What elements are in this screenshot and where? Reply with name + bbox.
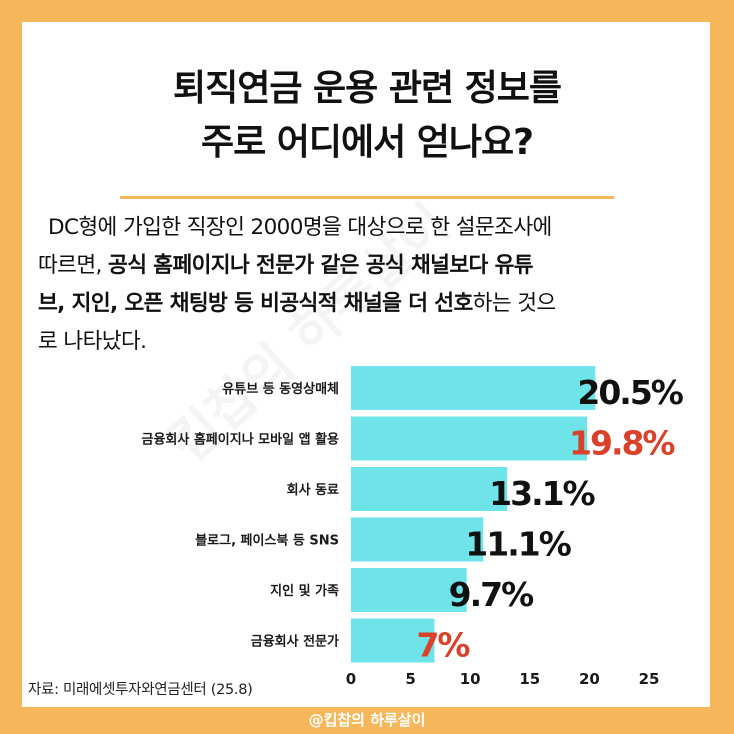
bar bbox=[351, 517, 484, 562]
category-label: 유튜브 등 동영상매체 bbox=[222, 382, 339, 397]
value-label: 11.1% bbox=[465, 525, 571, 564]
source-note: 자료: 미래에셋투자와연금센터 (25.8) bbox=[28, 682, 253, 698]
category-label: 블로그, 페이스북 등 SNS bbox=[195, 533, 339, 549]
x-tick-label: 5 bbox=[405, 670, 415, 688]
title-divider bbox=[120, 196, 614, 199]
category-label: 지인 및 가족 bbox=[270, 583, 339, 599]
value-label: 19.8% bbox=[569, 424, 675, 463]
x-tick-label: 25 bbox=[639, 670, 660, 688]
value-label: 13.1% bbox=[489, 474, 595, 513]
category-label: 금융회사 홈페이지나 모바일 앱 활용 bbox=[141, 432, 339, 448]
category-label: 금융회사 전문가 bbox=[251, 634, 339, 650]
description-text-4: 로 나타났다. bbox=[38, 329, 147, 354]
value-label: 9.7% bbox=[449, 575, 534, 614]
value-label: 7% bbox=[416, 626, 470, 665]
description-bold-1: 공식 홈페이지나 전문가 같은 공식 채널보다 유튜 bbox=[108, 253, 534, 278]
description-text-3: 하는 것으 bbox=[472, 291, 557, 316]
x-tick-label: 10 bbox=[460, 670, 481, 688]
title-line-2: 주로 어디에서 얻나요? bbox=[200, 122, 534, 163]
title-line-1: 퇴직연금 운용 관련 정보를 bbox=[173, 68, 562, 109]
x-tick-label: 20 bbox=[579, 670, 600, 688]
description-text-1: DC형에 가입한 직장인 2000명을 대상으로 한 설문조사에 bbox=[48, 215, 552, 240]
description-text-2: 따르면, bbox=[38, 253, 109, 278]
x-tick-label: 0 bbox=[346, 670, 356, 688]
description-bold-2: 브, 지인, 오픈 채팅방 등 비공식적 채널을 더 선호 bbox=[38, 291, 473, 316]
category-label: 회사 동료 bbox=[287, 482, 339, 498]
bar bbox=[351, 366, 596, 410]
bar bbox=[351, 618, 435, 663]
credit-handle: @킵찹의 하루살이 bbox=[308, 711, 426, 729]
bar bbox=[351, 568, 467, 612]
description: DC형에 가입한 직장인 2000명을 대상으로 한 설문조사에 따르면, 공식… bbox=[38, 209, 704, 361]
bar bbox=[351, 416, 588, 461]
value-label: 20.5% bbox=[577, 373, 683, 412]
bar bbox=[351, 467, 508, 511]
page-title: 퇴직연금 운용 관련 정보를 주로 어디에서 얻나요? bbox=[0, 62, 734, 170]
x-tick-label: 15 bbox=[519, 670, 540, 688]
